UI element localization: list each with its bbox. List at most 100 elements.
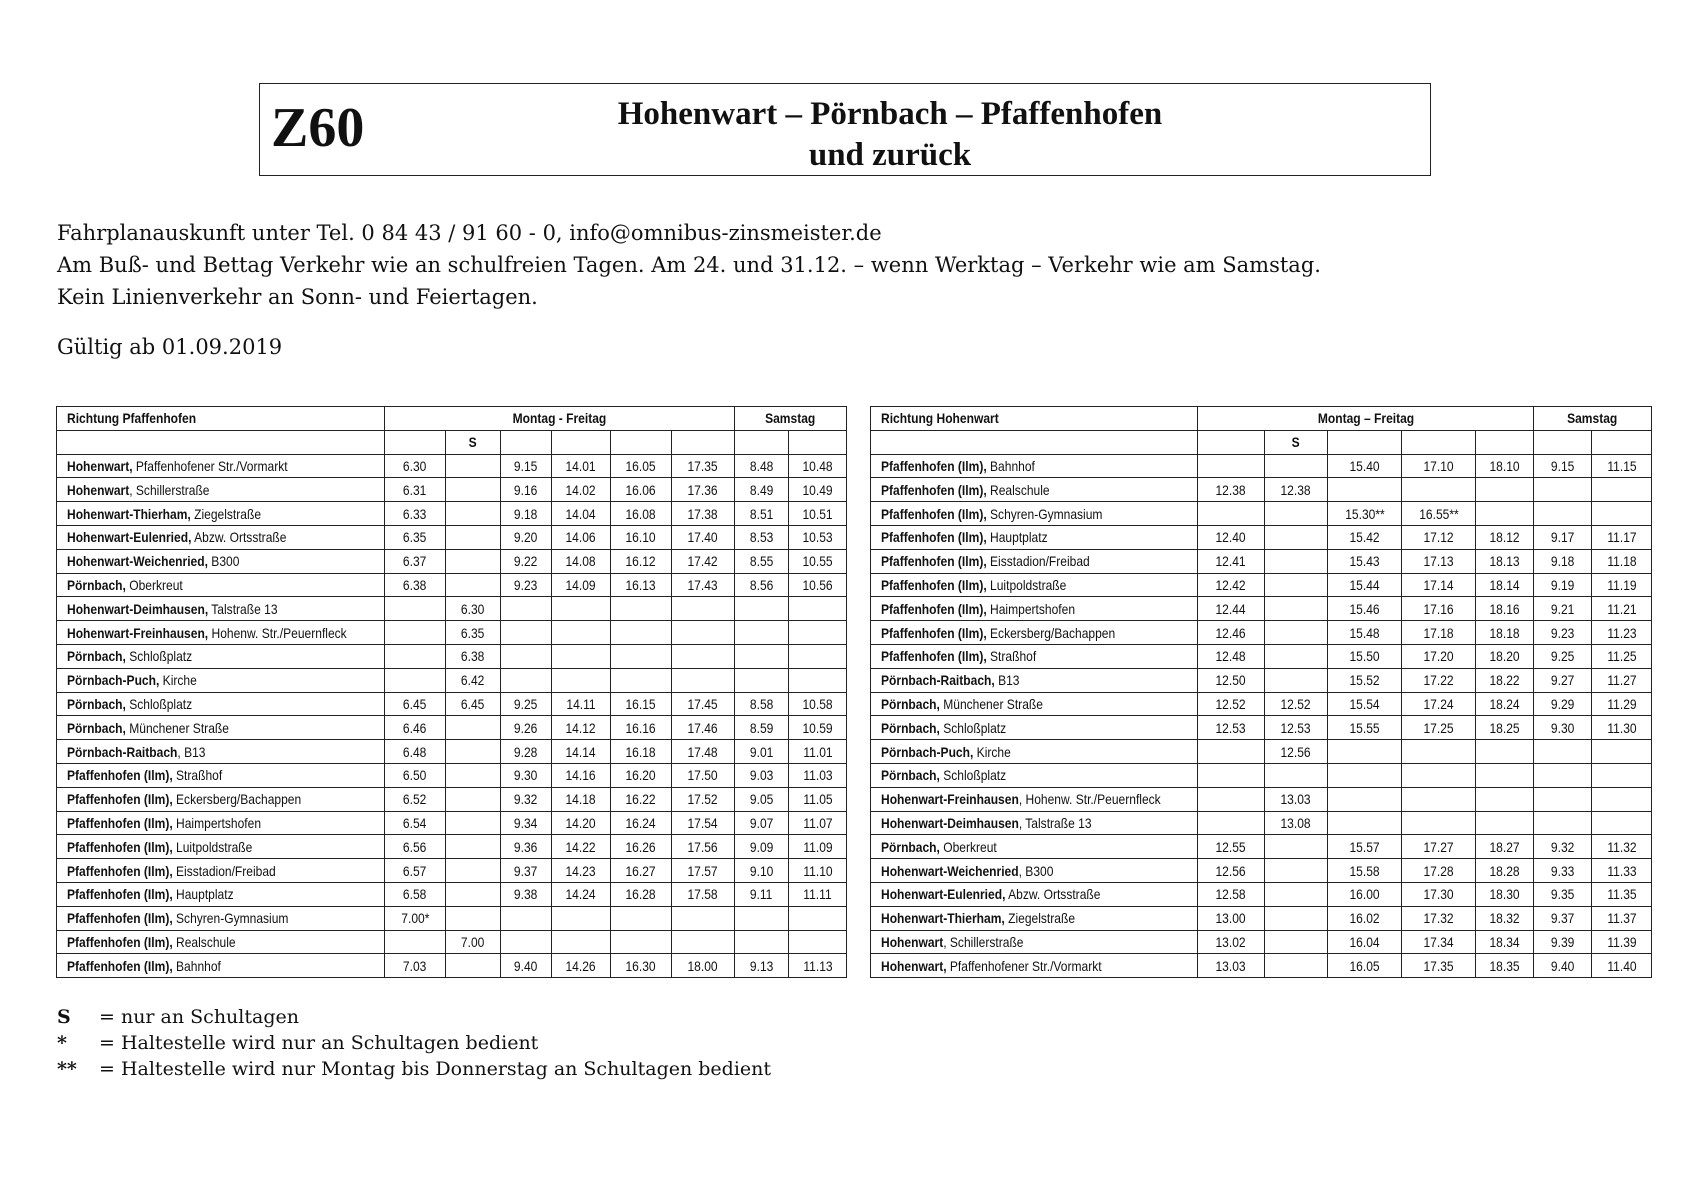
departure-time: 16.02 xyxy=(1327,905,1402,931)
departure-time-text: 9.37 xyxy=(1550,910,1575,927)
departure-time: 17.14 xyxy=(1401,572,1476,598)
stop-name-text: Pfaffenhofen (Ilm), Eckersberg/Bachappen xyxy=(67,791,301,807)
stop-detail: , B300 xyxy=(1018,862,1054,879)
departure-time: 17.57 xyxy=(670,858,736,883)
table-row: Hohenwart, Pfaffenhofener Str./Vormarkt 1… xyxy=(870,953,1653,979)
departure-time: 8.59 xyxy=(734,715,790,741)
departure-time: 12.40 xyxy=(1197,524,1265,550)
departure-time-text: 10.53 xyxy=(802,529,833,546)
empty-cell xyxy=(1401,477,1476,503)
departure-time-text: 6.33 xyxy=(403,505,427,522)
table-row: Pörnbach, Schloßplatz 12.53 12.53 15.55 17.2… xyxy=(870,715,1653,741)
departure-time-text: 11.07 xyxy=(802,814,833,831)
departure-time: 6.56 xyxy=(384,834,446,860)
departure-time: 6.42 xyxy=(445,667,501,693)
departure-time-text: 12.38 xyxy=(1215,481,1247,498)
empty-cell xyxy=(670,596,736,622)
empty-cell xyxy=(610,905,672,931)
stop-name-text: Pfaffenhofen (Ilm), Bahnhof xyxy=(881,458,1035,474)
departure-time-text: 11.27 xyxy=(1606,672,1637,689)
stop-name: Hohenwart-Eulenried, Abzw. Ortsstraße xyxy=(870,881,1198,907)
stop-place: Pfaffenhofen (Ilm), xyxy=(67,791,173,808)
direction-label: Richtung Hohenwart xyxy=(870,406,1198,431)
stop-detail: Bahnhof xyxy=(172,957,221,974)
departure-time: 11.30 xyxy=(1591,715,1653,741)
empty-cell xyxy=(734,620,790,645)
timetable-to-hohenwart: Richtung Hohenwart Montag – Freitag Samsta… xyxy=(870,406,1653,979)
departure-time-text: 11.30 xyxy=(1606,719,1637,736)
departure-time: 17.27 xyxy=(1401,834,1476,860)
departure-time: 17.20 xyxy=(1401,643,1476,669)
route-title: Hohenwart – Pörnbach – Pfaffenhofen und … xyxy=(260,94,1430,176)
table-row: Hohenwart-Freinhausen, Hohenw. Str./Peue… xyxy=(56,620,848,645)
departure-time: 12.53 xyxy=(1197,715,1265,741)
stop-detail: Ziegelstraße xyxy=(190,505,262,522)
departure-time: 7.00* xyxy=(384,905,446,931)
departure-time: 15.42 xyxy=(1327,524,1402,550)
departure-time: 14.14 xyxy=(551,739,611,764)
departure-time: 12.38 xyxy=(1197,477,1265,503)
departure-time-text: 16.13 xyxy=(625,576,657,593)
stop-name: Pörnbach-Raitbach, B13 xyxy=(56,739,385,764)
stop-place: Pörnbach, xyxy=(67,576,126,593)
departure-time-text: 17.28 xyxy=(1423,862,1454,879)
empty-cell xyxy=(445,715,501,741)
departure-time-text: 17.34 xyxy=(1423,933,1454,950)
stop-detail: Straßhof xyxy=(172,767,223,784)
stop-name-text: Pfaffenhofen (Ilm), Haimpertshofen xyxy=(881,601,1075,617)
stop-name-text: Hohenwart-Thierham, Ziegelstraße xyxy=(67,506,261,522)
table-row: Pfaffenhofen (Ilm), Bahnhof 7.03 9.40 14.26… xyxy=(56,953,848,979)
departure-time-text: 6.54 xyxy=(403,814,427,831)
departure-time: 6.46 xyxy=(384,715,446,741)
departure-time: 9.37 xyxy=(500,858,552,883)
departure-time: 12.56 xyxy=(1264,739,1328,764)
departure-time-text: 11.09 xyxy=(802,838,833,855)
departure-time-text: 9.07 xyxy=(749,814,774,831)
legend-text: = Haltestelle wird nur Montag bis Donner… xyxy=(99,1058,772,1080)
departure-time-text: 12.40 xyxy=(1215,529,1247,546)
stop-place: Hohenwart xyxy=(881,933,944,950)
empty-cell xyxy=(1474,762,1535,788)
departure-time-text: 17.16 xyxy=(1423,600,1454,617)
stop-name-text: Hohenwart-Eulenried, Abzw. Ortsstraße xyxy=(67,529,286,545)
departure-time: 10.48 xyxy=(788,453,848,479)
empty-cell xyxy=(1264,453,1328,479)
table-row: Pfaffenhofen (Ilm), Realschule 12.38 12.38 xyxy=(870,477,1653,503)
empty-cell xyxy=(384,667,446,693)
departure-time: 11.40 xyxy=(1591,953,1653,979)
departure-time: 10.56 xyxy=(788,572,848,598)
empty-cell xyxy=(445,572,501,598)
table-row: Hohenwart-Thierham, Ziegelstraße 13.00 16.… xyxy=(870,905,1653,931)
departure-time-text: 16.22 xyxy=(625,791,657,808)
cell-text: Richtung Hohenwart xyxy=(881,410,999,427)
departure-time-text: 11.29 xyxy=(1606,695,1637,712)
departure-time: 16.12 xyxy=(610,548,672,574)
departure-time-text: 17.18 xyxy=(1423,624,1454,641)
cell-text: S xyxy=(1291,434,1301,451)
departure-time: 9.33 xyxy=(1533,858,1593,883)
stop-place: Hohenwart-Weichenried, xyxy=(67,553,208,570)
departure-time: 17.58 xyxy=(670,881,736,907)
departure-time-text: 16.28 xyxy=(625,886,657,903)
empty-cell xyxy=(670,643,736,669)
departure-time-text: 12.53 xyxy=(1280,719,1312,736)
departure-time: 16.22 xyxy=(610,786,672,812)
stop-detail: , Talstraße 13 xyxy=(1018,814,1092,831)
stop-name-text: Hohenwart-Freinhausen, Hohenw. Str./Peue… xyxy=(881,791,1161,807)
stop-detail: Schloßplatz xyxy=(125,648,193,665)
departure-time: 12.55 xyxy=(1197,834,1265,860)
stop-place: Pfaffenhofen (Ilm), xyxy=(881,600,987,617)
departure-time: 17.52 xyxy=(670,786,736,812)
departure-time-text: 17.56 xyxy=(687,838,719,855)
empty-cell xyxy=(500,596,552,622)
departure-time-text: 11.03 xyxy=(802,767,833,784)
empty-cell xyxy=(1591,739,1653,764)
cell-text: Montag - Freitag xyxy=(512,410,607,427)
table-row: Pörnbach-Puch, Kirche 6.42 xyxy=(56,667,848,693)
departure-time-text: 15.55 xyxy=(1349,719,1380,736)
stop-name-text: Pfaffenhofen (Ilm), Straßhof xyxy=(881,648,1036,664)
departure-time-text: 15.48 xyxy=(1349,624,1380,641)
departure-time: 11.01 xyxy=(788,739,848,764)
departure-time-text: 9.23 xyxy=(514,576,538,593)
departure-time-text: 16.04 xyxy=(1349,933,1380,950)
